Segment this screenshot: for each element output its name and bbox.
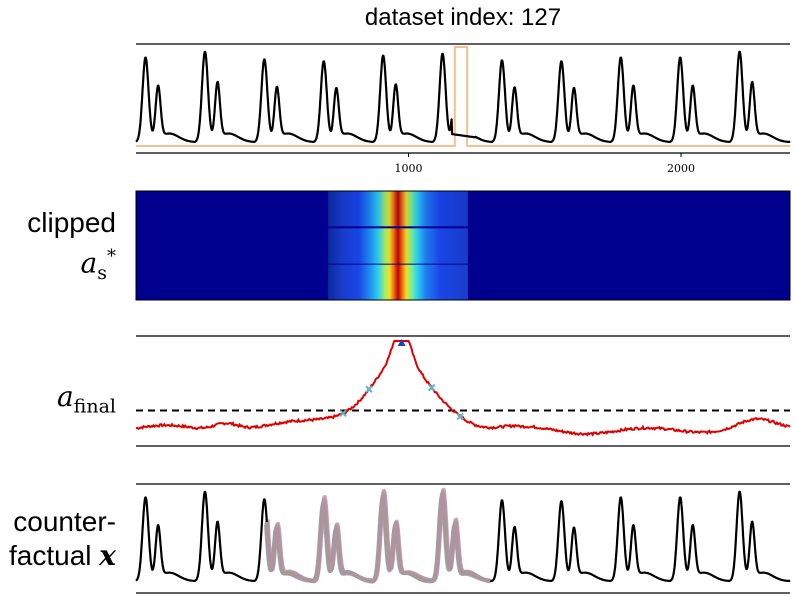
clipped-sub: s	[97, 261, 107, 284]
afinal-sym: a	[56, 380, 74, 413]
heatmap-row	[328, 191, 468, 227]
chart-title: dataset index: 127	[364, 4, 562, 31]
crossing-marker	[456, 412, 464, 421]
clipped-attribution-label: clipped as*	[27, 206, 116, 290]
crossing-marker	[365, 385, 373, 393]
counterfactual-original-line	[135, 490, 268, 583]
heatmap-frame	[135, 190, 791, 301]
afinal-sub: final	[73, 395, 116, 418]
cf-label-line2: factual x	[9, 539, 116, 573]
x-tick-label: 1000	[395, 162, 423, 175]
input-signal-line	[135, 50, 791, 143]
heatmap-row	[328, 264, 468, 300]
x-tick-label: 2000	[667, 162, 695, 175]
counterfactual-original-line-right	[489, 490, 791, 583]
final-attribution-line	[135, 340, 791, 437]
attribution-markers	[339, 338, 464, 421]
counterfactual-label: counter- factual x	[9, 505, 116, 573]
crossing-marker	[339, 409, 347, 418]
cf-label-symbol: x	[99, 539, 116, 572]
counterfactual-variant-line	[265, 487, 493, 584]
panel1-x-ticks: 1000 2000	[395, 153, 695, 175]
final-attribution-label: afinal	[57, 380, 116, 424]
clipped-label-symbol: as*	[27, 240, 116, 290]
clipped-sup: *	[107, 246, 116, 267]
clipped-label-text: clipped	[27, 207, 116, 238]
peak-marker	[397, 338, 406, 346]
cf-label-text: factual	[9, 540, 100, 571]
heatmap-rows	[328, 191, 468, 300]
highlight-window-line	[136, 46, 790, 147]
heatmap-row	[328, 228, 468, 264]
clipped-sym: a	[80, 246, 98, 280]
counterfactual-variants	[264, 487, 493, 584]
cf-label-line1: counter-	[13, 506, 116, 537]
crossing-marker	[427, 383, 436, 392]
